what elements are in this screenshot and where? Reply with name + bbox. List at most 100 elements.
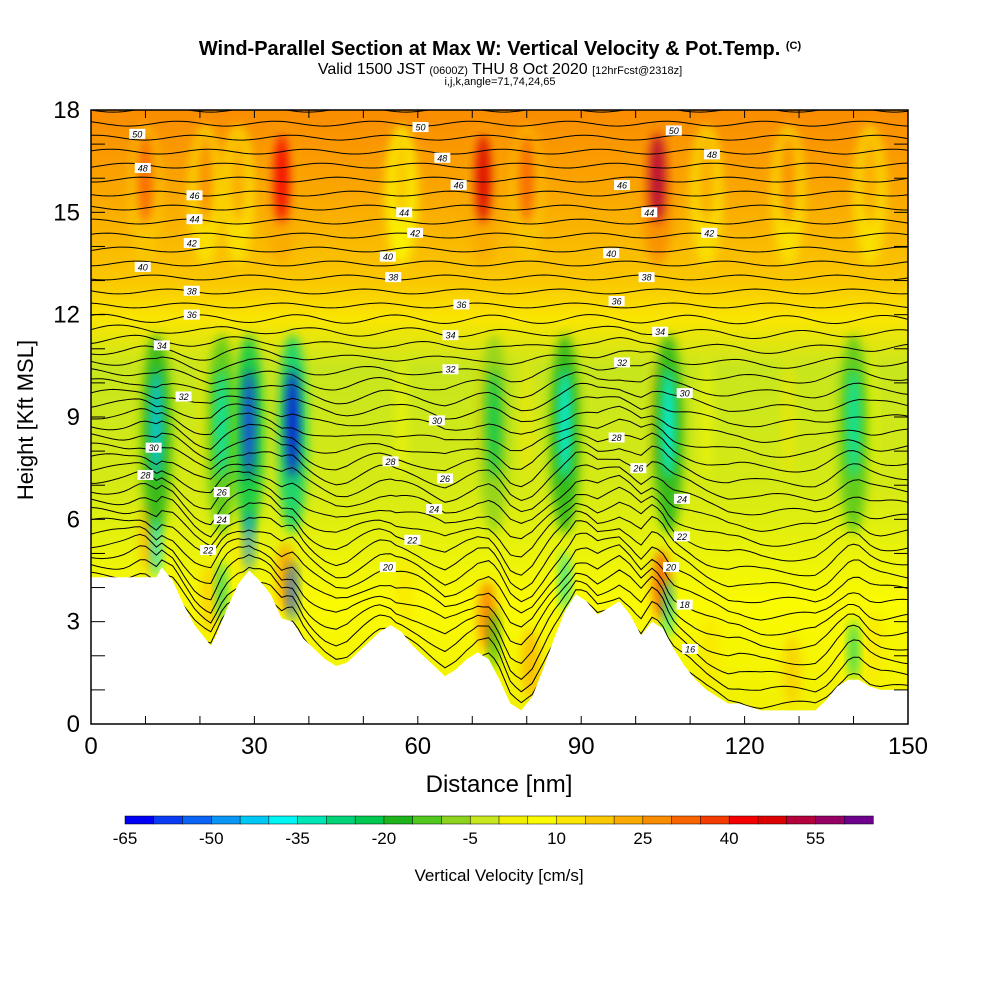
colorbar-tick-label: -35: [285, 829, 310, 848]
isentrope-line: [91, 368, 908, 399]
isentrope-label-text: 32: [445, 365, 455, 375]
colorbar-swatch: [585, 815, 615, 825]
isentrope-line: [91, 176, 908, 183]
plot-area: 5048464442403836343230282624225048464442…: [91, 110, 908, 724]
colorbar-swatch: [498, 815, 529, 825]
isentrope-label-text: 44: [399, 208, 409, 218]
isentrope-line: [91, 148, 908, 155]
isentrope-label: 22: [200, 545, 217, 556]
isentrope-label: 30: [428, 415, 445, 426]
colorbar-swatch: [297, 815, 328, 825]
colorbar-swatch: [671, 815, 702, 825]
isentrope-label-text: 42: [187, 239, 197, 249]
x-axis: 0 30 60 90 120 150: [84, 110, 928, 760]
isentrope-label: 34: [652, 326, 669, 337]
isentrope-line: [91, 420, 908, 473]
isentrope-line: [91, 302, 908, 309]
colorbar-tick-label: -20: [372, 829, 397, 848]
isentrope-label-text: 26: [439, 474, 450, 484]
downdraft-column-6: [653, 334, 684, 639]
isentrope-label-text: 46: [617, 181, 627, 191]
x-axis-label: Distance [nm]: [426, 771, 573, 798]
isentrope-line: [91, 204, 908, 211]
isentrope-line: [91, 442, 908, 502]
isentrope-label-text: 40: [383, 252, 393, 262]
isentrope-label: 32: [175, 391, 192, 402]
colorbar-swatch: [700, 815, 730, 825]
colorbar: -65 -50 -35 -20 -5 10 25 40 55: [113, 815, 874, 848]
isentrope-label-text: 42: [410, 228, 420, 238]
isentrope-line: [91, 134, 908, 141]
isentrope-label-text: 34: [157, 341, 167, 351]
isentrope-label: 46: [186, 190, 203, 201]
isentrope-label-text: 44: [189, 215, 199, 225]
isentrope-label-text: 50: [669, 126, 679, 136]
y-tick-label: 12: [53, 302, 80, 329]
isentrope-label: 24: [213, 514, 230, 525]
colorbar-swatch: [326, 815, 356, 825]
valid-time: Valid 1500 JST: [317, 61, 425, 78]
isentrope-label: 28: [137, 469, 154, 480]
isentrope-label: 34: [442, 330, 459, 341]
isentrope-label: 50: [665, 125, 682, 136]
isentrope-label: 30: [145, 442, 162, 453]
isentrope-label: 40: [134, 261, 151, 272]
isentrope-line: [91, 345, 908, 369]
isentrope-line: [91, 533, 908, 636]
colorbar-tick-label: 55: [806, 829, 825, 848]
colorbar-swatch: [728, 815, 759, 825]
terrain-mask: [91, 567, 908, 724]
isentrope-label-text: 28: [611, 433, 622, 443]
downdraft-column-3: [277, 334, 308, 622]
colorbar-swatch: [757, 815, 788, 825]
isentrope-line: [91, 462, 908, 532]
isentrope-label-text: 22: [406, 535, 417, 545]
colorbar-swatch: [354, 815, 385, 825]
isentrope-line: [91, 190, 908, 197]
colorbar-tick-label: -50: [199, 829, 224, 848]
isentrope-label-text: 28: [385, 457, 396, 467]
isentrope-label: 36: [183, 309, 200, 320]
grid-params: i,j,k,angle=71,74,24,65: [444, 76, 556, 88]
chart-title: Wind-Parallel Section at Max W: Vertical…: [0, 38, 1000, 61]
isentrope-label-text: 22: [202, 546, 213, 556]
colorbar-swatch: [843, 815, 874, 825]
isentrope-label-text: 48: [437, 153, 447, 163]
isentrope-label-text: 48: [707, 150, 717, 160]
isentrope-line: [91, 120, 908, 127]
isentrope-label: 26: [213, 487, 230, 498]
isentrope-label: 50: [129, 128, 146, 139]
isentrope-label-text: 16: [685, 644, 695, 654]
isentrope-label: 24: [673, 493, 690, 504]
isentrope-label-text: 26: [216, 488, 227, 498]
isentrope-label-text: 50: [132, 129, 142, 139]
colorbar-tick-label: -65: [113, 829, 138, 848]
isentrope-label-text: 20: [665, 563, 676, 573]
isentrope-label: 34: [153, 340, 170, 351]
isentrope-label: 42: [701, 227, 718, 238]
isentrope-line: [91, 398, 908, 443]
isentrope-label: 30: [676, 388, 693, 399]
x-tick-label: 0: [84, 733, 97, 760]
isentrope-label-text: 36: [456, 300, 466, 310]
isentrope-label-text: 42: [704, 228, 714, 238]
isentrope-line: [91, 388, 908, 428]
y-tick-label: 3: [67, 609, 80, 636]
isentrope-line: [91, 526, 908, 621]
x-tick-label: 30: [241, 733, 268, 760]
isentrope-line: [91, 356, 908, 384]
isentrope-line: [91, 432, 908, 488]
isentrope-label-text: 30: [432, 416, 442, 426]
isentrope-label-text: 30: [149, 443, 159, 453]
isentrope-label-text: 24: [216, 515, 227, 525]
isentrope-label-text: 20: [382, 563, 393, 573]
isentrope-line: [91, 517, 908, 604]
isentrope-label-text: 38: [642, 273, 652, 283]
colorbar-swatch: [268, 815, 299, 825]
isentrope-label-text: 44: [644, 208, 654, 218]
isentrope-label-text: 32: [617, 358, 627, 368]
isentrope-label-text: 28: [139, 470, 150, 480]
isentrope-label: 42: [183, 238, 200, 249]
isentrope-label-text: 30: [680, 389, 690, 399]
